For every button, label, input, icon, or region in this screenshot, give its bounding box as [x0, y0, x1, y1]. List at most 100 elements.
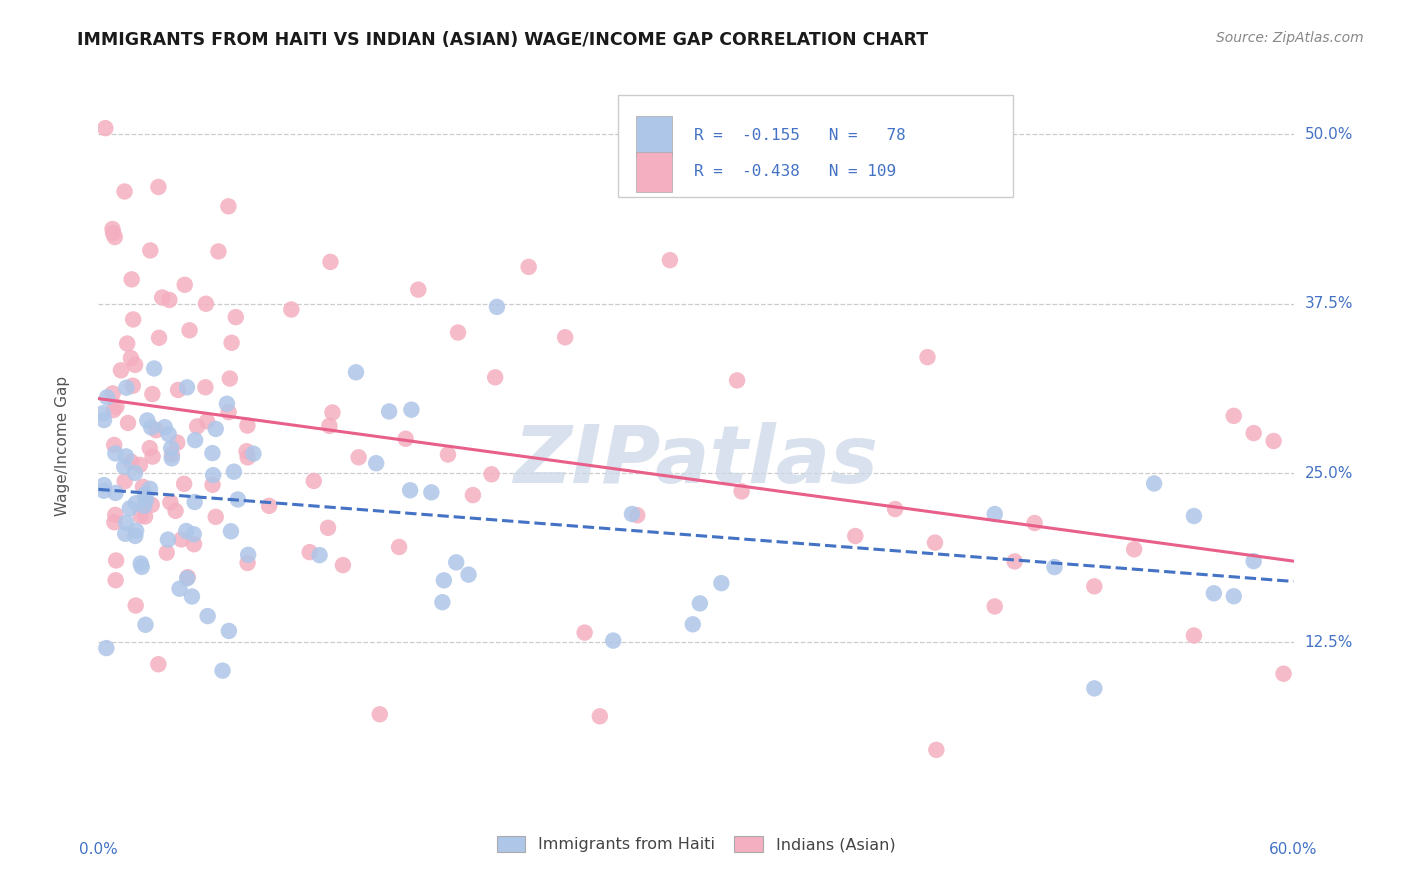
Point	[217, 199, 239, 213]
Point	[1243, 426, 1265, 441]
Text: Source: ZipAtlas.com: Source: ZipAtlas.com	[1216, 31, 1364, 45]
Point	[332, 558, 354, 573]
Point	[125, 524, 148, 538]
Text: IMMIGRANTS FROM HAITI VS INDIAN (ASIAN) WAGE/INCOME GAP CORRELATION CHART: IMMIGRANTS FROM HAITI VS INDIAN (ASIAN) …	[77, 31, 928, 49]
Point	[132, 480, 155, 494]
Point	[124, 466, 146, 480]
Point	[194, 380, 217, 394]
Text: 12.5%: 12.5%	[1305, 635, 1353, 650]
Point	[121, 378, 143, 392]
Point	[115, 516, 138, 530]
Point	[115, 450, 138, 464]
Point	[156, 533, 179, 547]
Point	[215, 397, 238, 411]
Point	[1143, 476, 1166, 491]
Point	[236, 556, 259, 570]
Point	[142, 450, 165, 464]
FancyBboxPatch shape	[637, 116, 672, 156]
Point	[201, 477, 224, 491]
Point	[225, 310, 247, 325]
Point	[115, 336, 138, 351]
Point	[406, 283, 429, 297]
Point	[710, 576, 733, 591]
Point	[93, 413, 115, 427]
Point	[150, 290, 173, 304]
Point	[222, 465, 245, 479]
Point	[302, 474, 325, 488]
Point	[125, 599, 148, 613]
Point	[96, 641, 118, 656]
Point	[484, 370, 506, 384]
Point	[725, 373, 748, 387]
Point	[344, 365, 367, 379]
Point	[347, 450, 370, 465]
Text: ZIPatlas: ZIPatlas	[513, 422, 879, 500]
FancyBboxPatch shape	[637, 152, 672, 192]
Point	[103, 515, 125, 529]
Text: 37.5%: 37.5%	[1305, 296, 1353, 311]
Point	[104, 230, 127, 244]
Point	[134, 509, 156, 524]
Point	[166, 435, 188, 450]
Point	[110, 363, 132, 377]
Point	[125, 496, 148, 510]
Text: R =  -0.155   N =   78: R = -0.155 N = 78	[693, 128, 905, 144]
Point	[105, 400, 128, 414]
Point	[117, 416, 139, 430]
Point	[1182, 508, 1205, 523]
Point	[219, 524, 242, 539]
FancyBboxPatch shape	[619, 95, 1012, 197]
Point	[176, 380, 198, 394]
Point	[170, 533, 193, 547]
Point	[1223, 589, 1246, 603]
Point	[620, 507, 643, 521]
Point	[236, 418, 259, 433]
Point	[221, 335, 243, 350]
Point	[134, 499, 156, 513]
Point	[485, 300, 508, 314]
Point	[131, 560, 153, 574]
Point	[121, 272, 143, 286]
Point	[93, 483, 115, 498]
Point	[136, 413, 159, 427]
Point	[457, 567, 479, 582]
Point	[1123, 542, 1146, 557]
Point	[112, 459, 135, 474]
Point	[308, 548, 330, 562]
Point	[173, 476, 195, 491]
Point	[115, 381, 138, 395]
Point	[134, 487, 156, 501]
Point	[114, 475, 136, 489]
Point	[195, 414, 218, 428]
Point	[194, 297, 217, 311]
Point	[1083, 579, 1105, 593]
Point	[433, 574, 456, 588]
Point	[103, 403, 125, 417]
Point	[1223, 409, 1246, 423]
Point	[481, 467, 503, 482]
Point	[1243, 554, 1265, 568]
Point	[280, 302, 302, 317]
Point	[226, 492, 249, 507]
Point	[167, 383, 190, 397]
Point	[1272, 666, 1295, 681]
Legend: Immigrants from Haiti, Indians (Asian): Immigrants from Haiti, Indians (Asian)	[491, 830, 901, 859]
Point	[204, 422, 226, 436]
Point	[202, 468, 225, 483]
Text: R =  -0.438   N = 109: R = -0.438 N = 109	[693, 164, 896, 179]
Point	[1024, 516, 1046, 530]
Point	[143, 361, 166, 376]
Point	[204, 509, 226, 524]
Point	[141, 387, 163, 401]
Point	[401, 402, 423, 417]
Point	[884, 502, 907, 516]
Point	[141, 498, 163, 512]
Point	[437, 448, 460, 462]
Point	[399, 483, 422, 498]
Point	[93, 478, 115, 492]
Point	[316, 521, 339, 535]
Point	[118, 501, 141, 516]
Point	[211, 664, 233, 678]
Point	[96, 390, 118, 404]
Point	[658, 253, 681, 268]
